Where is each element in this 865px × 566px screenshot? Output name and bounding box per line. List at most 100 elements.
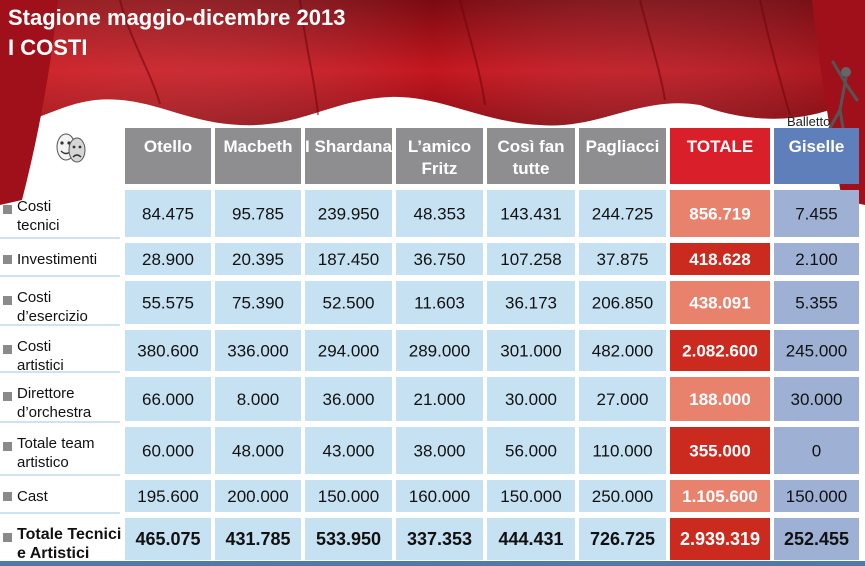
- cell-value: 0: [812, 442, 821, 461]
- table-cell: [670, 243, 770, 275]
- cell-value: 438.091: [689, 294, 750, 313]
- table-cell: [774, 427, 859, 474]
- cell-value: 20.395: [232, 250, 284, 269]
- column-header-cell: [774, 128, 859, 184]
- table-cell: [396, 518, 483, 560]
- column-header-label: Pagliacci: [586, 137, 660, 156]
- cell-value: 2.082.600: [682, 342, 758, 361]
- row-bullet: [3, 205, 12, 214]
- table-cell: [579, 377, 666, 421]
- row-bullet: [3, 392, 12, 401]
- cell-value: 38.000: [414, 442, 466, 461]
- curtain-graphic: [0, 0, 865, 205]
- table-cell: [396, 377, 483, 421]
- header-opere-label: Opere: [93, 140, 129, 155]
- table-cell: [487, 427, 575, 474]
- cell-value: 48.000: [232, 442, 284, 461]
- column-header-cell: [305, 128, 392, 184]
- cell-value: 252.455: [784, 529, 849, 549]
- cell-value: 418.628: [689, 250, 750, 269]
- row-bullet: [3, 492, 12, 501]
- table-cell: [670, 190, 770, 237]
- cell-value: 195.600: [137, 487, 198, 506]
- cell-value: 30.000: [791, 390, 843, 409]
- bottom-border: [0, 561, 865, 566]
- table-cell: [487, 190, 575, 237]
- row-label: Totale team: [17, 435, 95, 452]
- table-cell: [396, 480, 483, 512]
- column-header-cell: [125, 128, 211, 184]
- page-title: Stagione maggio-dicembre 2013: [8, 5, 345, 30]
- column-header-label: Così fan: [497, 137, 564, 156]
- table-cell: [670, 281, 770, 324]
- table-cell: [774, 480, 859, 512]
- cell-value: 187.450: [318, 250, 379, 269]
- table-cell: [305, 427, 392, 474]
- table-cell: [579, 190, 666, 237]
- cell-value: 336.000: [227, 342, 288, 361]
- table-cell: [215, 377, 301, 421]
- table-cell: [125, 190, 211, 237]
- cell-value: 143.431: [500, 205, 561, 224]
- cell-value: 726.725: [590, 529, 655, 549]
- column-header-label: tutte: [513, 159, 550, 178]
- cell-value: 444.431: [498, 529, 563, 549]
- cell-value: 84.475: [142, 205, 194, 224]
- table-cell: [487, 518, 575, 560]
- row-label: Cast: [17, 488, 49, 505]
- table-cell: [579, 427, 666, 474]
- table-cell: [396, 243, 483, 275]
- column-header-cell: [396, 128, 483, 184]
- row-label: Costi: [17, 289, 51, 306]
- cell-value: 66.000: [142, 390, 194, 409]
- cell-value: 107.258: [500, 250, 561, 269]
- row-bullet: [3, 255, 12, 264]
- cell-value: 245.000: [786, 342, 847, 361]
- row-label: tecnici: [17, 217, 60, 234]
- cell-value: 150.000: [786, 487, 847, 506]
- row-label: d’orchestra: [17, 404, 92, 421]
- cell-value: 380.600: [137, 342, 198, 361]
- column-header-label: Giselle: [789, 137, 845, 156]
- table-cell: [670, 480, 770, 512]
- table-cell: [215, 480, 301, 512]
- column-header-label: Otello: [144, 137, 192, 156]
- table-cell: [670, 377, 770, 421]
- table: Otello Macbeth I Shardana L’amico Fritz Così …: [0, 128, 865, 566]
- table-cell: [125, 377, 211, 421]
- cell-value: 150.000: [500, 487, 561, 506]
- table-cell: [487, 281, 575, 324]
- cell-value: 239.950: [318, 205, 379, 224]
- cell-value: 55.575: [142, 294, 194, 313]
- table-cell: [487, 377, 575, 421]
- cell-value: 11.603: [414, 294, 465, 313]
- table-cell: [774, 518, 859, 560]
- cell-value: 188.000: [689, 390, 750, 409]
- table-cell: [774, 281, 859, 324]
- table-cell: [305, 190, 392, 237]
- cell-value: 337.353: [407, 529, 472, 549]
- table-cell: [579, 518, 666, 560]
- table-cell: [215, 190, 301, 237]
- table-cell: [774, 377, 859, 421]
- row-label: d’esercizio: [17, 308, 88, 325]
- table-cell: [125, 518, 211, 560]
- row-bullet: [3, 442, 12, 451]
- cell-value: 36.000: [323, 390, 375, 409]
- column-header-cell: [215, 128, 301, 184]
- table-cell: [396, 281, 483, 324]
- column-header-label: Fritz: [422, 159, 458, 178]
- cell-value: 301.000: [500, 342, 561, 361]
- header-balletto-label: Balletto: [787, 114, 830, 129]
- cell-value: 465.075: [135, 529, 200, 549]
- cell-value: 7.455: [795, 205, 838, 224]
- table-cell: [125, 330, 211, 371]
- cell-value: 36.750: [414, 250, 466, 269]
- cell-value: 1.105.600: [682, 487, 758, 506]
- row-label: Costi: [17, 338, 51, 355]
- column-header-label: Macbeth: [224, 137, 293, 156]
- table-cell: [579, 330, 666, 371]
- row-bullet: [3, 296, 12, 305]
